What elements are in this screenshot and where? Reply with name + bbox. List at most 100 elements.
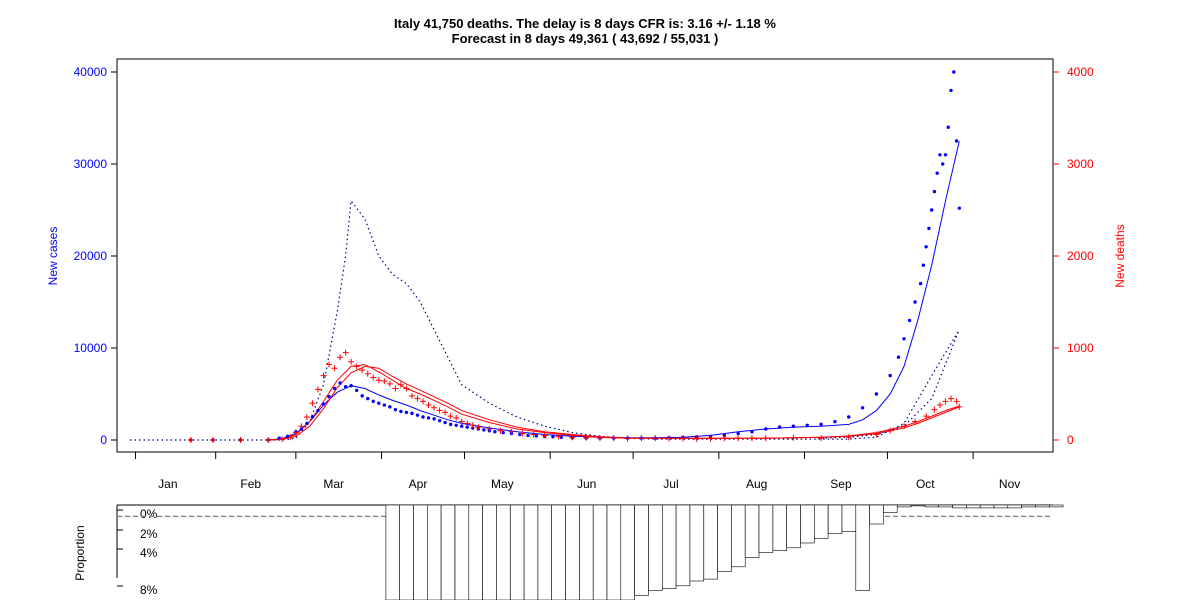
x-tick-label: Jun (577, 477, 596, 491)
cases-point (482, 428, 486, 432)
deaths-point (569, 434, 576, 441)
deaths-point (790, 434, 797, 441)
proportion-bar (869, 504, 884, 525)
cases-point (388, 405, 392, 409)
cases-point (941, 162, 945, 166)
cases-point (551, 435, 555, 439)
proportion-bar (883, 504, 898, 513)
cases-point (465, 425, 469, 429)
deaths-dotted-trend-line (821, 329, 960, 439)
cases-point (501, 430, 505, 435)
cases-point (410, 411, 414, 416)
deaths-point (953, 398, 960, 405)
deaths-point (408, 392, 415, 399)
cases-point (902, 337, 906, 341)
x-tick-label: Sep (830, 477, 852, 491)
cases-point (913, 300, 917, 304)
y-tick-label-right: 3000 (1067, 157, 1094, 171)
x-tick-label: May (491, 477, 514, 491)
proportion-bar (385, 504, 400, 600)
y-tick-label-left: 10000 (74, 341, 108, 355)
proportion-y-tick-label: 0% (140, 507, 158, 521)
deaths-point (873, 431, 880, 438)
deaths-point (265, 437, 272, 443)
x-tick-label: Jan (158, 477, 177, 491)
deaths-point (392, 385, 399, 392)
proportion-bar (800, 504, 815, 544)
deaths-point (414, 395, 421, 402)
proportion-bar (509, 504, 525, 600)
deaths-point (583, 434, 590, 441)
y-tick-label-right: 1000 (1067, 341, 1094, 355)
proportion-bar (440, 504, 456, 600)
proportion-y-tick-label: 4% (140, 546, 158, 560)
cases-point (932, 189, 937, 194)
deaths-point (303, 414, 310, 420)
deaths-point (403, 385, 410, 392)
cases-point (954, 139, 959, 143)
deaths-point (748, 435, 755, 442)
proportion-bar (896, 504, 912, 508)
cases-point (924, 245, 928, 249)
deaths-point (237, 437, 244, 443)
y-tick-label-left: 0 (100, 433, 107, 447)
deaths-point (762, 435, 769, 442)
cases-dotted-trend-line (130, 199, 960, 441)
deaths-point (693, 435, 700, 442)
deaths-point (279, 436, 286, 443)
deaths-point (936, 402, 943, 409)
cases-point (874, 392, 879, 396)
x-tick-label: Jul (663, 477, 678, 491)
cases-point (764, 427, 768, 431)
deaths-point (901, 423, 908, 430)
y-tick-label-right: 4000 (1067, 65, 1094, 79)
cases-point (918, 281, 923, 286)
proportion-bar (689, 504, 705, 582)
deaths-point (342, 349, 349, 356)
proportion-bar (786, 504, 801, 549)
cases-point (927, 226, 931, 231)
cases-point (421, 415, 425, 419)
deaths-point (942, 398, 949, 405)
deaths-point (298, 423, 305, 430)
deaths-point (707, 435, 714, 442)
cases-point (415, 413, 420, 417)
cases-point (833, 419, 837, 424)
main-series (130, 70, 963, 443)
deaths-point (845, 434, 852, 441)
deaths-point (458, 418, 465, 425)
x-tick-label: Apr (409, 477, 428, 491)
deaths-point (679, 435, 686, 442)
cases-point (943, 153, 948, 157)
cases-point (354, 388, 359, 393)
proportion-bar (675, 504, 691, 587)
proportion-bar (468, 504, 483, 600)
cases-point (432, 417, 436, 421)
proportion-bar (496, 504, 511, 600)
y-tick-label-left: 20000 (74, 249, 108, 263)
cases-point (896, 355, 901, 359)
cases-point (332, 386, 337, 391)
cases-point (399, 409, 403, 414)
deaths-point (309, 400, 316, 407)
deaths-point (721, 435, 728, 442)
proportion-axis-label: Proportion (73, 525, 87, 580)
deaths-point (436, 407, 443, 414)
cases-point (534, 434, 539, 438)
proportion-bar (413, 504, 428, 600)
cases-point (888, 373, 892, 378)
deaths-point (464, 420, 471, 427)
deaths-point (735, 435, 742, 442)
deaths-point (359, 367, 366, 374)
proportion-bar (703, 504, 718, 580)
proportion-bar (648, 504, 663, 591)
deaths-point (475, 424, 482, 431)
proportion-bar (731, 504, 746, 568)
deaths-point (497, 427, 504, 434)
proportion-bar (813, 504, 829, 539)
deaths-point (209, 437, 216, 443)
deaths-point (397, 381, 404, 388)
proportion-bar (551, 504, 566, 600)
deaths-point (652, 435, 659, 442)
